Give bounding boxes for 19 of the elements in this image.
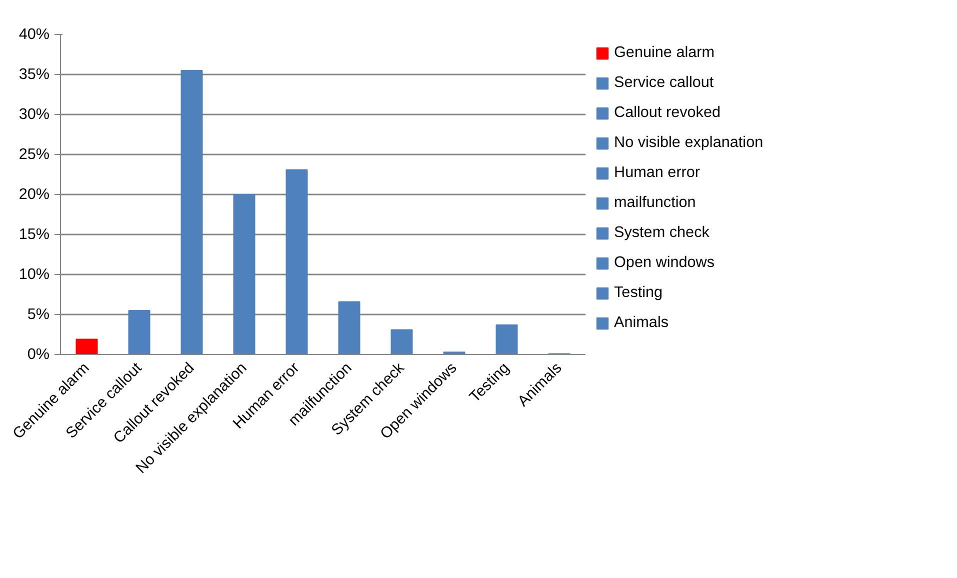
y-tick-label: 10% [18, 266, 50, 283]
y-tick-label: 40% [18, 26, 50, 43]
legend-label: Service callout [614, 74, 714, 92]
y-tick-label: 20% [18, 186, 50, 203]
legend-label: Genuine alarm [614, 44, 715, 62]
y-tick-label: 0% [27, 346, 50, 363]
legend-label: Testing [614, 284, 663, 302]
y-tick-label: 25% [18, 146, 50, 163]
legend-label: System check [614, 224, 710, 242]
y-tick-label: 30% [18, 106, 50, 123]
legend-label: Human error [614, 164, 700, 182]
legend-label: mailfunction [614, 194, 696, 212]
legend-label: Open windows [614, 254, 715, 272]
y-tick-label: 15% [18, 226, 50, 243]
legend-label: Animals [614, 314, 669, 332]
y-tick-label: 5% [27, 306, 50, 323]
legend-label: No visible explanation [614, 134, 764, 152]
legend-label: Callout revoked [614, 104, 721, 122]
y-tick-label: 35% [18, 66, 50, 83]
